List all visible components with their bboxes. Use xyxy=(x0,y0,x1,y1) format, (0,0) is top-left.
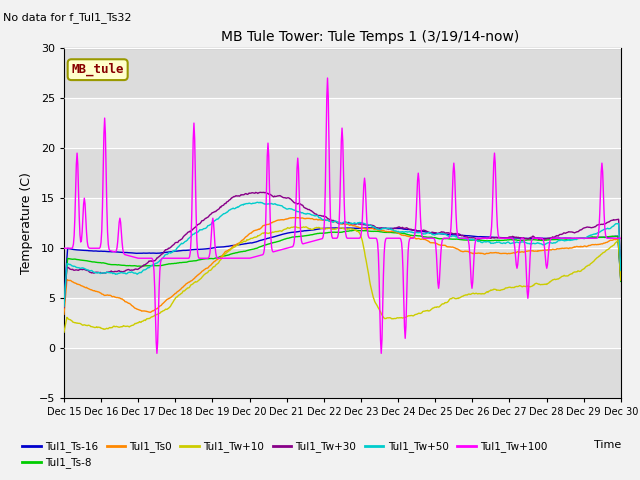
Y-axis label: Temperature (C): Temperature (C) xyxy=(20,172,33,274)
Bar xyxy=(64,348,621,398)
Bar xyxy=(64,148,621,198)
Text: Time: Time xyxy=(593,441,621,450)
Text: No data for f_Tul1_Ts32: No data for f_Tul1_Ts32 xyxy=(3,12,132,23)
Text: MB_tule: MB_tule xyxy=(72,63,124,76)
Bar xyxy=(64,248,621,298)
Bar xyxy=(64,48,621,98)
Title: MB Tule Tower: Tule Temps 1 (3/19/14-now): MB Tule Tower: Tule Temps 1 (3/19/14-now… xyxy=(221,30,520,44)
Legend: Tul1_Ts-16, Tul1_Ts-8, Tul1_Ts0, Tul1_Tw+10, Tul1_Tw+30, Tul1_Tw+50, Tul1_Tw+100: Tul1_Ts-16, Tul1_Ts-8, Tul1_Ts0, Tul1_Tw… xyxy=(18,437,551,472)
